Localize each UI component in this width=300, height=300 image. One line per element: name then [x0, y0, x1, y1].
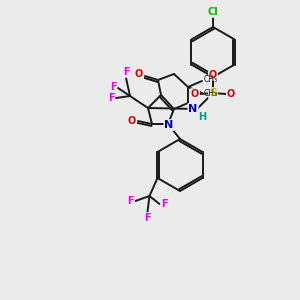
Text: O: O: [128, 116, 136, 126]
Text: F: F: [110, 82, 116, 92]
Text: Cl: Cl: [208, 7, 218, 17]
Text: H: H: [198, 112, 206, 122]
Text: CH₃: CH₃: [204, 89, 218, 98]
Text: F: F: [108, 93, 114, 103]
Text: F: F: [127, 196, 134, 206]
Text: O: O: [209, 70, 217, 80]
Text: F: F: [144, 213, 151, 223]
Text: S: S: [209, 88, 217, 98]
Text: N: N: [188, 104, 198, 114]
Text: O: O: [135, 69, 143, 79]
Text: F: F: [161, 199, 168, 209]
Text: CH₃: CH₃: [204, 76, 218, 85]
Text: O: O: [227, 89, 235, 99]
Text: O: O: [191, 89, 199, 99]
Text: F: F: [123, 67, 129, 77]
Text: N: N: [164, 120, 174, 130]
